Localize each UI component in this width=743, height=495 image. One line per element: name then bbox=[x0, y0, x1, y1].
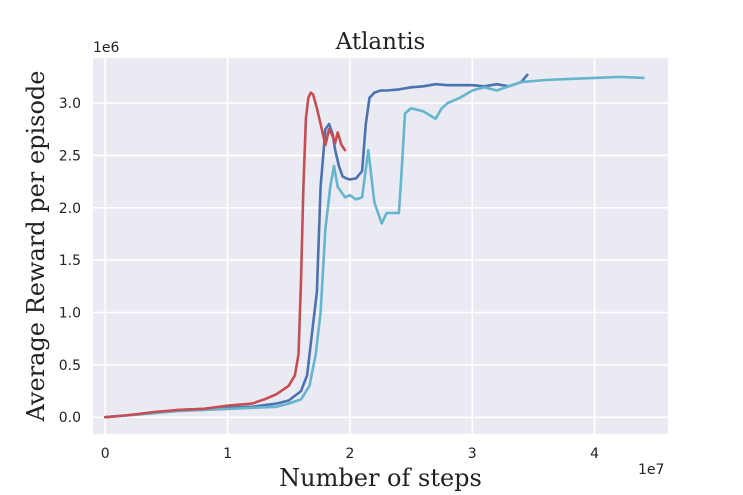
series-layer bbox=[103, 73, 645, 419]
tick-labels: 0 1 2 3 4 0.0 0.5 1.0 1.5 2.0 2.5 3.0 bbox=[59, 96, 599, 462]
chart-title: Atlantis bbox=[335, 29, 426, 55]
y-axis-label: Average Reward per episode bbox=[22, 71, 50, 423]
y-tick-label: 0.0 bbox=[59, 410, 81, 426]
x-axis-label: Number of steps bbox=[279, 464, 482, 492]
x-tick-label: 3 bbox=[468, 446, 477, 462]
x-tick-label: 0 bbox=[101, 446, 110, 462]
y-tick-label: 1.0 bbox=[59, 306, 81, 322]
y-tick-label: 2.5 bbox=[59, 148, 81, 164]
y-scale-label: 1e6 bbox=[93, 40, 120, 56]
y-tick-label: 2.0 bbox=[59, 201, 81, 217]
series-line-2 bbox=[103, 73, 529, 419]
plot-background bbox=[93, 58, 668, 434]
grid bbox=[93, 58, 668, 434]
y-tick-label: 0.5 bbox=[59, 358, 81, 374]
x-tick-label: 2 bbox=[345, 446, 354, 462]
x-tick-label: 1 bbox=[223, 446, 232, 462]
y-tick-label: 3.0 bbox=[59, 96, 81, 112]
y-tick-label: 1.5 bbox=[59, 253, 81, 269]
series-line-3 bbox=[103, 75, 645, 419]
series-line-1 bbox=[103, 91, 347, 419]
x-tick-label: 4 bbox=[590, 446, 599, 462]
x-scale-label: 1e7 bbox=[638, 462, 664, 478]
